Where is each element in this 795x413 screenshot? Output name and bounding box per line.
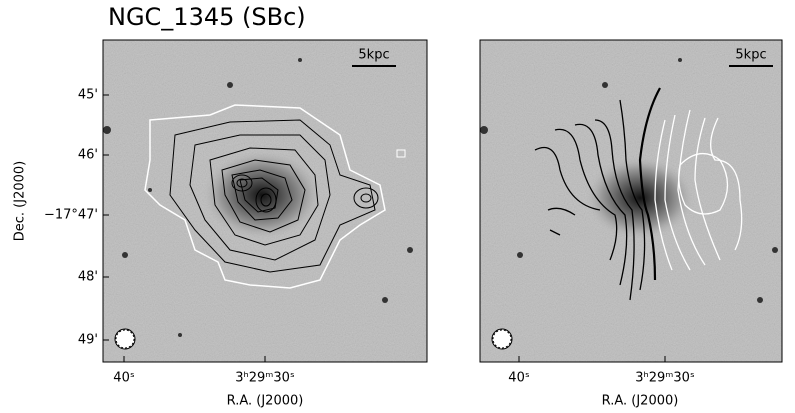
scale-bar-label: 5kpc bbox=[735, 48, 766, 63]
x-tick-label: 3ʰ29ᵐ30ˢ bbox=[235, 371, 295, 386]
y-tick-label: 49' bbox=[78, 333, 98, 348]
y-ticks bbox=[103, 94, 266, 362]
panel-frame bbox=[479, 39, 783, 363]
panel-image bbox=[480, 40, 782, 362]
x-tick-label: 3ʰ29ᵐ30ˢ bbox=[635, 371, 695, 386]
x-axis-label: R.A. (J2000) bbox=[227, 394, 304, 409]
y-tick-label: 46' bbox=[78, 148, 98, 163]
scale-bar-label: 5kpc bbox=[358, 48, 389, 63]
y-axis-label: Dec. (J2000) bbox=[13, 161, 28, 241]
x-ticks bbox=[518, 356, 666, 362]
y-tick-label: −17°47' bbox=[44, 208, 98, 223]
x-tick-label: 40ˢ bbox=[508, 371, 530, 386]
title: NGC_1345 (SBc) bbox=[108, 3, 306, 31]
panel-image bbox=[103, 40, 427, 362]
x-axis-label: R.A. (J2000) bbox=[602, 394, 679, 409]
y-tick-label: 48' bbox=[78, 270, 98, 285]
y-tick-label: 45' bbox=[78, 88, 98, 103]
x-tick-label: 40ˢ bbox=[113, 371, 135, 386]
